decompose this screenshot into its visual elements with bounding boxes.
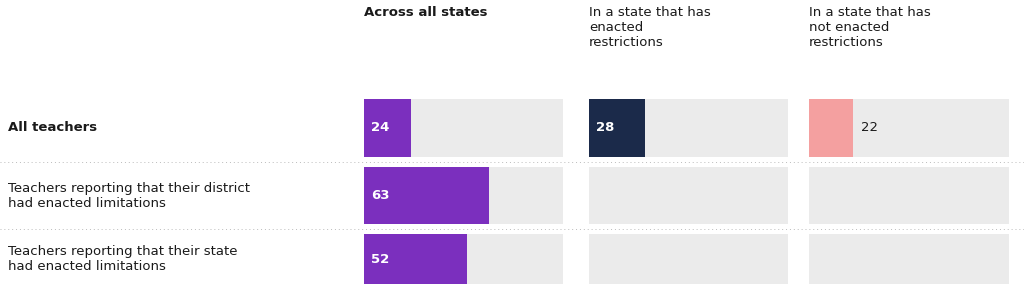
Bar: [809, 234, 1009, 284]
Bar: [364, 234, 563, 284]
Bar: [809, 167, 1009, 224]
Bar: [809, 99, 1009, 157]
Bar: [364, 99, 563, 157]
Text: All teachers: All teachers: [8, 121, 97, 134]
Text: Teachers reporting that their district
had enacted limitations: Teachers reporting that their district h…: [8, 182, 250, 210]
Bar: [364, 167, 563, 224]
Text: In a state that has
not enacted
restrictions: In a state that has not enacted restrict…: [809, 6, 931, 49]
Bar: [364, 234, 467, 284]
Text: 24: 24: [371, 121, 389, 134]
Text: Teachers reporting that their state
had enacted limitations: Teachers reporting that their state had …: [8, 245, 238, 273]
Bar: [589, 99, 645, 157]
Text: Across all states: Across all states: [364, 6, 487, 19]
Text: 28: 28: [596, 121, 614, 134]
Text: 52: 52: [371, 253, 389, 266]
Text: 63: 63: [371, 189, 389, 202]
Bar: [809, 99, 853, 157]
Bar: [0, 162, 1024, 229]
Bar: [589, 234, 788, 284]
Bar: [364, 99, 412, 157]
Bar: [0, 229, 1024, 289]
Bar: [589, 99, 788, 157]
Text: 22: 22: [861, 121, 879, 134]
Text: In a state that has
enacted
restrictions: In a state that has enacted restrictions: [589, 6, 711, 49]
Bar: [364, 167, 489, 224]
Bar: [0, 93, 1024, 162]
Bar: [589, 167, 788, 224]
